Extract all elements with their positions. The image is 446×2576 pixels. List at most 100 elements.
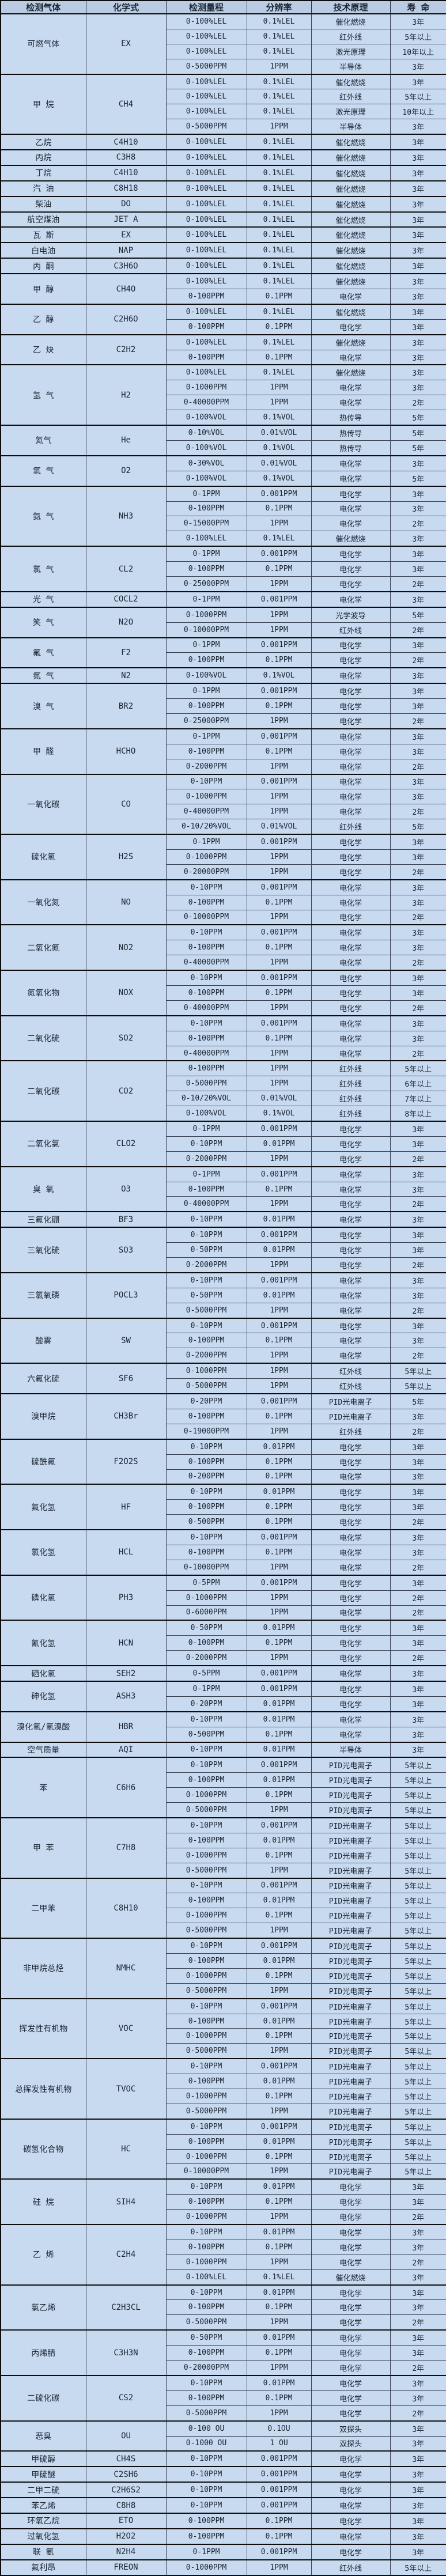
principle-cell: PID光电离子 bbox=[311, 2134, 391, 2150]
gas-name-cell: 溴 气 bbox=[0, 683, 86, 729]
gas-name-cell: 氟 气 bbox=[0, 637, 86, 668]
principle-cell: PID光电离子 bbox=[311, 2103, 391, 2120]
resolution-cell: 0.1PPM bbox=[246, 985, 312, 1001]
gas-formula-cell: C6H6 bbox=[85, 1757, 167, 1818]
lifespan-cell: 3年 bbox=[390, 134, 446, 150]
lifespan-cell: 3年 bbox=[390, 1211, 446, 1228]
principle-cell: 电化学 bbox=[311, 1166, 391, 1182]
table-row: 二甲苯 C8H10 0-10PPM 0.001PPM PID光电离子 5年以上 bbox=[0, 1877, 446, 1939]
lifespan-cell: 5年以上 bbox=[390, 1802, 446, 1818]
gas-name-cell: 航空煤油 bbox=[0, 211, 86, 228]
table-row: 0-40000PPM 1PPM 电化学 2年 bbox=[1, 1045, 446, 1061]
principle-cell: 电化学 bbox=[311, 789, 391, 805]
principle-cell: 电化学 bbox=[311, 1317, 391, 1334]
resolution-cell: 0.1PPM bbox=[246, 1847, 312, 1863]
lifespan-cell: 3年 bbox=[390, 2512, 446, 2529]
principle-cell: 电化学 bbox=[311, 1650, 391, 1666]
lifespan-cell: 2年 bbox=[390, 758, 446, 775]
resolution-cell: 1PPM bbox=[246, 1045, 312, 1061]
table-row: 二氧化氮 NO2 0-10PPM 0.001PPM 电化学 3年 bbox=[0, 924, 446, 971]
principle-cell: 电化学 bbox=[311, 546, 391, 562]
gas-formula-cell: C3H6O bbox=[85, 258, 167, 274]
range-cell: 0-10/20%VOL bbox=[165, 1091, 247, 1107]
resolution-cell: 0.1PPM bbox=[246, 1726, 312, 1743]
table-row: 0-100PPM 0.1PPM 电化学 3年 bbox=[1, 501, 446, 517]
range-cell: 0-100PPM bbox=[165, 2134, 247, 2150]
table-row: 0-1000PPM 1PPM 电化学 3年 bbox=[1, 380, 446, 396]
principle-cell: 电化学 bbox=[311, 2405, 391, 2422]
lifespan-cell: 3年 bbox=[390, 1499, 446, 1515]
table-row: 0-5000PPM 1PPM PID光电离子 5年以上 bbox=[1, 1862, 446, 1879]
range-cell: 0-40000PPM bbox=[165, 1000, 247, 1016]
resolution-cell: 0.1%LEL bbox=[246, 334, 312, 350]
resolution-cell: 0.001PPM bbox=[246, 1121, 312, 1137]
lifespan-cell: 3年 bbox=[390, 2497, 446, 2514]
gas-formula-cell: HCN bbox=[85, 1620, 167, 1666]
principle-cell: PID光电离子 bbox=[311, 2074, 391, 2090]
principle-cell: 电化学 bbox=[311, 713, 391, 729]
resolution-cell: 0.1PPM bbox=[246, 2028, 312, 2044]
lifespan-cell: 5年以上 bbox=[390, 2134, 446, 2150]
table-row: 三氯氧磷 POCL3 0-10PPM 0.001PPM 电化学 3年 bbox=[0, 1272, 446, 1319]
principle-cell: 电化学 bbox=[311, 349, 391, 365]
lifespan-cell: 3年 bbox=[390, 1181, 446, 1197]
principle-cell: 电化学 bbox=[311, 683, 391, 699]
resolution-cell: 0.1PPM bbox=[246, 1333, 312, 1349]
resolution-cell: 0.1PPM bbox=[246, 2512, 312, 2529]
table-row: 0-100PPM 0.1PPM 电化学 3年 bbox=[1, 743, 446, 759]
principle-cell: 电化学 bbox=[311, 319, 391, 335]
range-cell: 0-1000PPM bbox=[165, 1590, 247, 1606]
gas-formula-cell: CH4S bbox=[85, 2450, 167, 2467]
principle-cell: 电化学 bbox=[311, 2450, 391, 2467]
gas-name-cell: 甲 苯 bbox=[0, 1817, 86, 1879]
range-cell: 0-10PPM bbox=[165, 2058, 247, 2075]
lifespan-cell: 3年 bbox=[390, 743, 446, 759]
principle-cell: 电化学 bbox=[311, 1272, 391, 1288]
principle-cell: 催化燃烧 bbox=[311, 258, 391, 274]
resolution-cell: 0.1PPM bbox=[246, 349, 312, 365]
range-cell: 0-10PPM bbox=[165, 1711, 247, 1727]
resolution-cell: 0.1%LEL bbox=[246, 134, 312, 150]
table-row: 氟利昂 FREON 0-1000PPM 1PPM 红外线 5年以上 bbox=[0, 2559, 446, 2576]
range-cell: 0-25000PPM bbox=[165, 713, 247, 729]
lifespan-cell: 3年 bbox=[390, 380, 446, 396]
resolution-cell: 1PPM bbox=[246, 1000, 312, 1016]
principle-cell: 电化学 bbox=[311, 2543, 391, 2560]
lifespan-cell: 5年以上 bbox=[390, 1893, 446, 1909]
resolution-cell: 0.01PPM bbox=[246, 1696, 312, 1712]
gas-name-cell: 柴油 bbox=[0, 195, 86, 213]
range-cell: 0-10PPM bbox=[165, 1227, 247, 1243]
resolution-cell: 1PPM bbox=[246, 2254, 312, 2270]
table-row: 0-25000PPM 1PPM 电化学 2年 bbox=[1, 713, 446, 729]
resolution-cell: 1PPM bbox=[246, 606, 312, 623]
principle-cell: 红外线 bbox=[311, 1060, 391, 1077]
gas-formula-cell: NMHC bbox=[85, 1938, 167, 1999]
table-row: 氨 气 NH3 0-1PPM 0.001PPM 电化学 3年 bbox=[0, 485, 446, 547]
lifespan-cell: 8年以上 bbox=[390, 1106, 446, 1122]
table-row: 碳氢化合物 HC 0-10PPM 0.001PPM PID光电离子 5年以上 bbox=[0, 2118, 446, 2180]
lifespan-cell: 3年 bbox=[390, 2224, 446, 2240]
resolution-cell: 0.1PPM bbox=[246, 1968, 312, 1984]
range-cell: 0-100PPM bbox=[165, 2512, 247, 2529]
table-row: 二甲二硫 C2H6S2 0-10PPM 0.001PPM 电化学 3年 bbox=[0, 2482, 446, 2498]
gas-formula-cell: AQI bbox=[85, 1741, 167, 1758]
lifespan-cell: 2年 bbox=[390, 1196, 446, 1212]
resolution-cell: 1PPM bbox=[246, 2103, 312, 2120]
range-cell: 0-1000PPM bbox=[165, 1908, 247, 1924]
gas-name-cell: 一氧化氮 bbox=[0, 879, 86, 925]
gas-name-cell: 总挥发性有机物 bbox=[0, 2058, 86, 2120]
gas-formula-cell: FREON bbox=[85, 2559, 167, 2576]
principle-cell: 电化学 bbox=[311, 2239, 391, 2255]
resolution-cell: 0.1%LEL bbox=[246, 303, 312, 320]
lifespan-cell: 6年以上 bbox=[390, 1076, 446, 1092]
gas-name-cell: 可燃气体 bbox=[0, 13, 86, 75]
gas-formula-cell: HF bbox=[85, 1484, 167, 1530]
lifespan-cell: 3年 bbox=[390, 1544, 446, 1560]
table-row: 氦气 He 0-10%VOL 0.01%VOL 热传导 5年 bbox=[0, 425, 446, 456]
resolution-cell: 0.01%VOL bbox=[246, 819, 312, 835]
table-row: 甲硫醚 C2SH6 0-10PPM 0.001PPM 电化学 3年 bbox=[0, 2466, 446, 2483]
principle-cell: PID光电离子 bbox=[311, 1998, 391, 2014]
resolution-cell: 0.01PPM bbox=[246, 1242, 312, 1258]
table-row: 氮氧化物 NOX 0-10PPM 0.001PPM 电化学 3年 bbox=[0, 970, 446, 1016]
resolution-cell: 0.01PPM bbox=[246, 1832, 312, 1848]
